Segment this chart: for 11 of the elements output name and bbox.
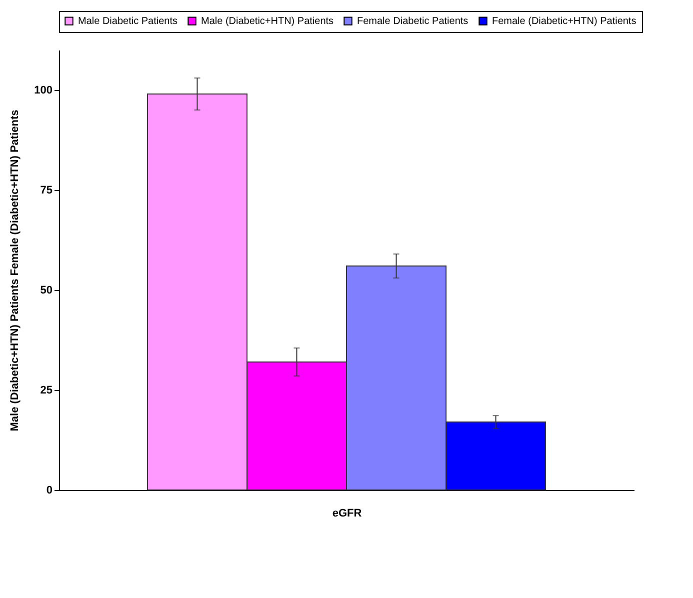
y-tick-label: 0 [46,484,52,496]
legend-label: Female (Diabetic+HTN) Patients [492,16,636,28]
legend-label: Female Diabetic Patients [357,16,468,28]
legend-label: Male (Diabetic+HTN) Patients [201,16,334,28]
y-tick-label: 25 [40,384,52,396]
legend-label: Male Diabetic Patients [78,16,178,28]
y-axis-title: Male (Diabetic+HTN) Patients Female (Diabetic+HTN) Patients [9,110,22,432]
y-tick-label: 50 [40,284,52,296]
y-tick-label: 75 [40,184,52,196]
x-axis-title: eGFR [332,508,362,520]
y-tick-label: 100 [34,84,52,96]
